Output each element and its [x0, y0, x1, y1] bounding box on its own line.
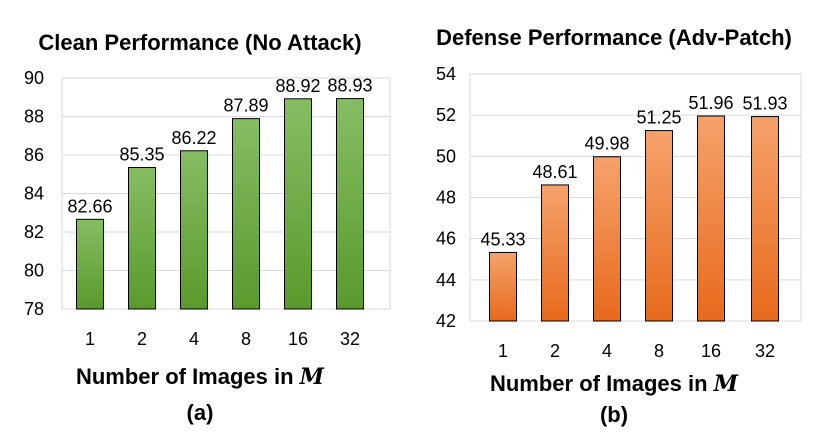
x-tick-label: 16 [288, 329, 308, 349]
data-label: 49.98 [584, 134, 629, 154]
chart-a-data-labels: 82.66 85.35 86.22 87.89 88.92 88.93 [67, 76, 372, 217]
x-tick-label: 4 [602, 341, 612, 361]
x-tick-label: 2 [137, 329, 147, 349]
chart-b-x-ticks: 1 2 4 8 16 32 [498, 341, 775, 361]
bar-2 [128, 167, 156, 310]
y-tick-label: 90 [24, 68, 44, 88]
data-label: 85.35 [119, 145, 164, 165]
data-label: 87.89 [223, 96, 268, 116]
data-label: 51.25 [636, 108, 681, 128]
bar-1 [76, 218, 104, 310]
x-tick-label: 16 [701, 341, 721, 361]
chart-b-caption: (b) [600, 402, 628, 427]
y-tick-label: 44 [436, 270, 456, 290]
bar-32 [336, 98, 364, 310]
y-tick-label: 50 [436, 146, 456, 166]
chart-b-xlabel: Number of Images in M [490, 371, 739, 397]
bar-4 [593, 156, 621, 322]
chart-a-gridlines [62, 77, 390, 310]
chart-a-xlabel-text: Number of Images in [76, 364, 300, 389]
data-label: 45.33 [480, 229, 525, 249]
bar-32 [751, 116, 779, 322]
y-tick-label: 78 [24, 299, 44, 319]
chart-a-x-ticks: 1 2 4 8 16 32 [85, 329, 360, 349]
y-tick-label: 54 [436, 64, 456, 84]
chart-a-title: Clean Performance (No Attack) [38, 30, 361, 55]
data-label: 82.66 [67, 196, 112, 216]
chart-b-data-labels: 45.33 48.61 49.98 51.25 51.96 51.93 [480, 93, 787, 249]
y-tick-label: 88 [24, 107, 44, 127]
chart-b-xlabel-symbol: M [713, 371, 739, 397]
bar-8 [232, 118, 260, 310]
bar-1 [489, 251, 517, 322]
y-tick-label: 84 [24, 184, 44, 204]
chart-b-title: Defense Performance (Adv-Patch) [436, 25, 792, 50]
y-tick-label: 86 [24, 145, 44, 165]
chart-a-y-ticks: 78 80 82 84 86 88 90 [24, 68, 44, 319]
data-label: 86.22 [171, 128, 216, 148]
x-tick-label: 32 [340, 329, 360, 349]
y-tick-label: 80 [24, 261, 44, 281]
x-tick-label: 32 [755, 341, 775, 361]
x-tick-label: 8 [241, 329, 251, 349]
chart-a-bars [76, 98, 364, 310]
data-label: 51.93 [742, 94, 787, 114]
y-tick-label: 46 [436, 229, 456, 249]
chart-b-gridlines [470, 73, 801, 322]
bar-2 [541, 184, 569, 322]
chart-a-xlabel: Number of Images in M [76, 364, 325, 390]
chart-a-xlabel-symbol: M [299, 364, 325, 390]
x-tick-label: 4 [189, 329, 199, 349]
y-tick-label: 52 [436, 105, 456, 125]
chart-a: Clean Performance (No Attack) 7880828486… [24, 30, 391, 425]
data-label: 51.96 [688, 93, 733, 113]
data-label: 88.93 [327, 76, 372, 96]
y-tick-label: 48 [436, 188, 456, 208]
chart-b: Defense Performance (Adv-Patch) 42444648… [436, 25, 802, 427]
y-tick-label: 42 [436, 311, 456, 331]
x-tick-label: 1 [85, 329, 95, 349]
chart-b-y-ticks: 42 44 46 48 50 52 54 [436, 64, 456, 331]
data-label: 48.61 [532, 162, 577, 182]
data-label: 88.92 [275, 76, 320, 96]
bar-16 [697, 115, 725, 322]
x-tick-label: 2 [550, 341, 560, 361]
bar-4 [180, 150, 208, 310]
x-tick-label: 1 [498, 341, 508, 361]
bar-8 [645, 130, 673, 322]
bar-16 [284, 98, 312, 310]
chart-b-bars [489, 115, 779, 322]
y-tick-label: 82 [24, 222, 44, 242]
x-tick-label: 8 [654, 341, 664, 361]
chart-a-caption: (a) [187, 400, 214, 425]
chart-b-xlabel-text: Number of Images in [490, 371, 714, 396]
